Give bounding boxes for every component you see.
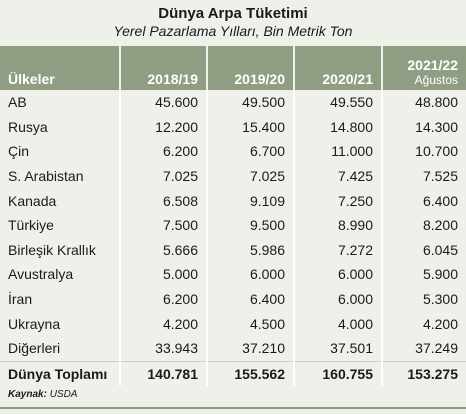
table-header-row: Ülkeler 2018/19 2019/20 2020/21 2021/22 … [0,46,466,90]
value-2019-20-cell: 5.986 [206,237,294,263]
value-2020-21-cell: 37.501 [293,335,382,362]
value-2019-20-cell: 9.109 [206,188,294,213]
value-2018-19-cell: 6.508 [119,188,207,213]
country-cell: AB [8,94,27,111]
total-value-2018-19-cell: 140.781 [119,360,207,387]
bottom-rule [0,407,466,409]
value-2020-21-cell: 11.000 [293,139,382,164]
value-2018-19-cell: 5.000 [119,262,207,287]
country-cell: Diğerleri [8,340,61,357]
column-header-countries: Ülkeler [0,46,120,90]
value-2021-22-cell: 7.525 [381,163,466,189]
table-row: Çin 6.200 6.700 11.000 10.700 [0,139,466,164]
value-2021-22-cell: 6.400 [381,188,466,213]
table-row: S. Arabistan 7.025 7.025 7.425 7.525 [0,163,466,189]
country-cell: Birleşik Krallık [8,241,96,258]
value-2021-22-cell: 10.700 [381,139,466,164]
value-2019-20-cell: 6.400 [206,286,294,312]
value-2019-20-cell: 49.500 [206,90,294,115]
value-2021-22-cell: 14.300 [381,114,466,140]
value-2021-22-cell: 5.300 [381,286,466,312]
value-2021-22-cell: 37.249 [381,335,466,362]
value-2020-21-cell: 6.000 [293,262,382,287]
source-label: Kaynak: [8,389,47,400]
country-cell: Avustralya [8,266,74,283]
value-2019-20-cell: 6.700 [206,139,294,164]
source-value: USDA [49,389,78,400]
value-2019-20-cell: 4.500 [206,311,294,336]
total-row: Dünya Toplamı 140.781 155.562 160.755 153.27… [0,360,466,387]
value-2020-21-cell: 14.800 [293,114,382,140]
consumption-table: Ülkeler 2018/19 2019/20 2020/21 2021/22 … [0,46,466,387]
value-2018-19-cell: 5.666 [119,237,207,263]
country-cell: İran [8,291,33,308]
value-2018-19-cell: 6.200 [119,286,207,312]
total-value-2020-21-cell: 160.755 [293,360,382,387]
value-2021-22-cell: 5.900 [381,262,466,287]
column-header-2020-21: 2020/21 [293,46,382,90]
value-2018-19-cell: 33.943 [119,335,207,362]
value-2020-21-cell: 4.000 [293,311,382,336]
country-cell: Kanada [8,192,57,209]
table-subtitle: Yerel Pazarlama Yılları, Bin Metrik Ton [113,23,353,39]
value-2019-20-cell: 37.210 [206,335,294,362]
value-2020-21-cell: 49.550 [293,90,382,115]
value-2018-19-cell: 6.200 [119,139,207,164]
table-row: Diğerleri 33.943 37.210 37.501 37.249 [0,335,466,362]
value-2020-21-cell: 7.250 [293,188,382,213]
value-2021-22-cell: 48.800 [381,90,466,115]
value-2020-21-cell: 6.000 [293,286,382,312]
table-row: Birleşik Krallık 5.666 5.986 7.272 6.045 [0,237,466,263]
column-header-2018-19: 2018/19 [119,46,207,90]
source-note: Kaynak: USDA [8,389,77,400]
value-2019-20-cell: 9.500 [206,212,294,238]
total-value-2021-22-cell: 153.275 [381,360,466,387]
value-2021-22-cell: 6.045 [381,237,466,263]
table-row: Kanada 6.508 9.109 7.250 6.400 [0,188,466,213]
table-body: AB 45.600 49.500 49.550 48.800 Rusya 12.200 15.… [0,90,466,387]
title-block: Dünya Arpa Tüketimi Yerel Pazarlama Yıll… [0,0,466,46]
table-row: İran 6.200 6.400 6.000 5.300 [0,286,466,312]
country-cell: Çin [8,143,30,160]
table-title: Dünya Arpa Tüketimi [158,5,308,22]
country-cell: Rusya [8,118,48,135]
column-header-2021-22: 2021/22 Ağustos [381,46,466,90]
value-2019-20-cell: 6.000 [206,262,294,287]
value-2020-21-cell: 7.425 [293,163,382,189]
table-row: AB 45.600 49.500 49.550 48.800 [0,90,466,115]
total-value-2019-20-cell: 155.562 [206,360,294,387]
table-row: Ukrayna 4.200 4.500 4.000 4.200 [0,311,466,336]
value-2020-21-cell: 8.990 [293,212,382,238]
table-row: Rusya 12.200 15.400 14.800 14.300 [0,114,466,140]
value-2020-21-cell: 7.272 [293,237,382,263]
total-label-cell: Dünya Toplamı [0,360,120,387]
value-2021-22-cell: 4.200 [381,311,466,336]
country-cell: Türkiye [8,217,54,234]
table-row: Türkiye 7.500 9.500 8.990 8.200 [0,212,466,238]
column-header-2019-20: 2019/20 [206,46,294,90]
value-2021-22-cell: 8.200 [381,212,466,238]
country-cell: Ukrayna [8,315,61,332]
value-2018-19-cell: 12.200 [119,114,207,140]
country-cell: S. Arabistan [8,168,84,185]
value-2018-19-cell: 7.500 [119,212,207,238]
value-2019-20-cell: 15.400 [206,114,294,140]
table-row: Avustralya 5.000 6.000 6.000 5.900 [0,262,466,287]
value-2018-19-cell: 45.600 [119,90,207,115]
column-header-2021-22-sub: Ağustos [414,73,458,87]
value-2019-20-cell: 7.025 [206,163,294,189]
value-2018-19-cell: 7.025 [119,163,207,189]
value-2018-19-cell: 4.200 [119,311,207,336]
